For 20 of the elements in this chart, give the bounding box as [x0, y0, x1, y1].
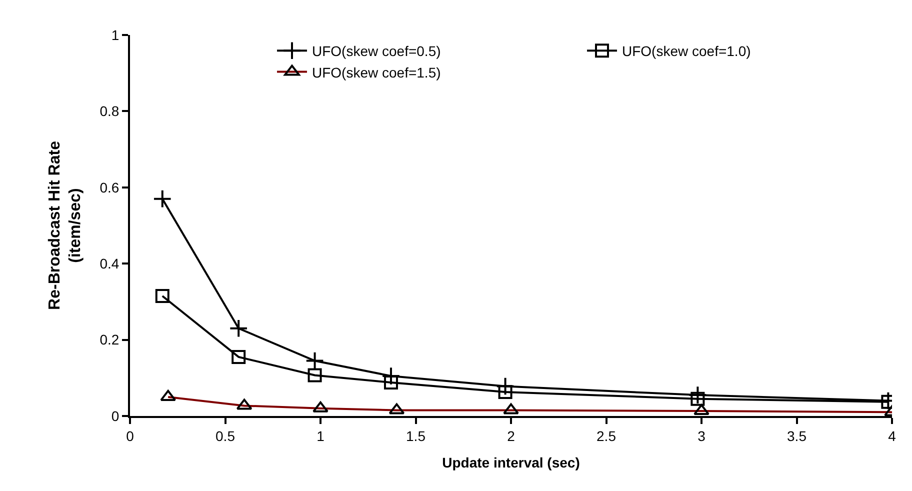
y-tick-label: 0.2 [100, 332, 120, 348]
x-tick-label: 1.5 [406, 428, 426, 444]
x-tick-label: 4 [888, 428, 896, 444]
legend-label: UFO(skew coef=1.5) [312, 64, 441, 80]
y-tick-label: 0.4 [100, 256, 120, 272]
x-tick-label: 0.5 [216, 428, 236, 444]
legend-label: UFO(skew coef=0.5) [312, 43, 441, 60]
y-tick-label: 1 [111, 26, 120, 43]
legend-label: UFO(skew coef=1.0) [622, 43, 751, 60]
x-tick-label: 3.5 [787, 428, 807, 444]
y-tick-label: 0.8 [100, 103, 120, 120]
x-tick-label: 2 [507, 428, 516, 444]
x-tick-label: 1 [316, 428, 325, 444]
x-tick-label: 0 [126, 428, 134, 444]
x-tick-label: 3 [698, 428, 706, 444]
y-tick-label: 0.6 [100, 179, 120, 196]
x-tick-label: 2.5 [596, 428, 616, 444]
y-tick-label: 0 [111, 408, 120, 424]
x-axis-title: Update interval (sec) [442, 454, 580, 471]
y-axis-title: Re-Broadcast Hit Rate (item/sec) [46, 140, 84, 310]
